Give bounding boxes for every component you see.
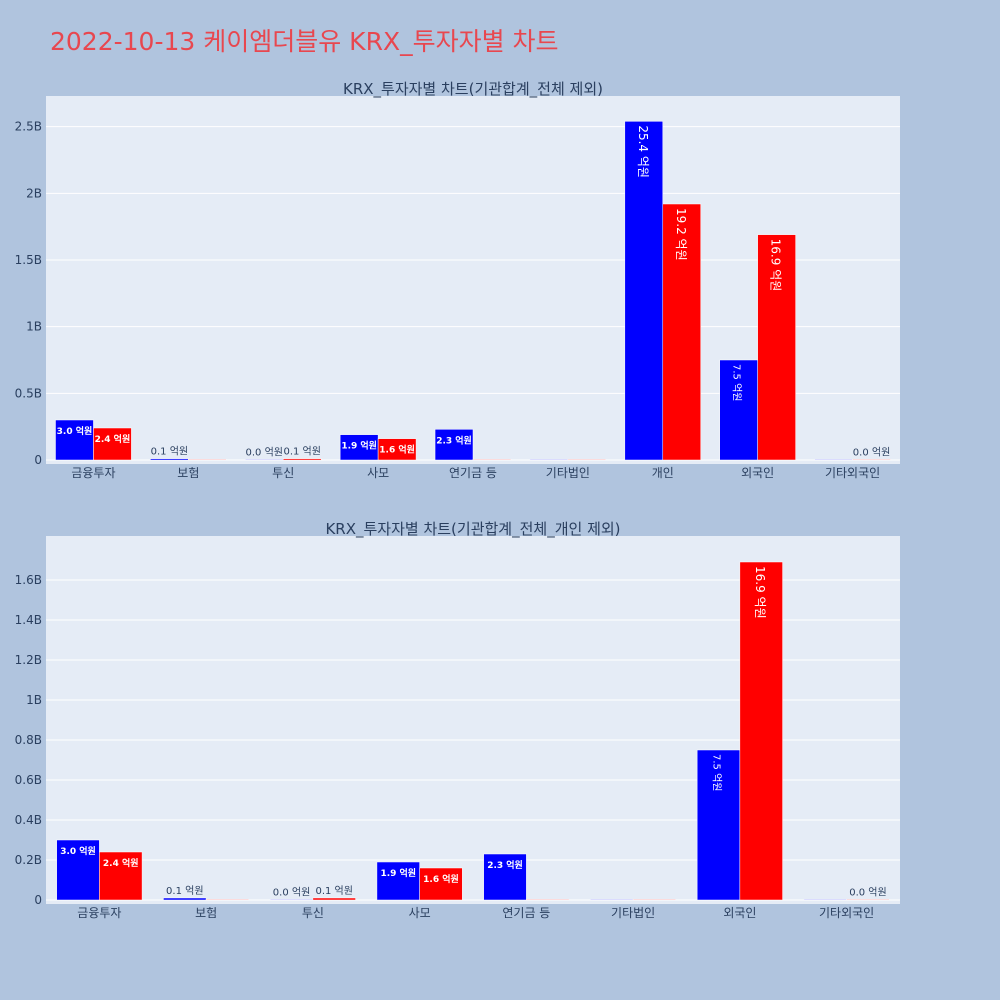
bar [282,458,322,461]
bar [377,438,417,461]
data-label: 2.4 억원 [103,857,139,869]
bar [339,434,379,461]
bar [150,458,189,461]
y-tick-label: 2B [26,186,42,200]
data-label: 0.0 억원 [246,446,283,458]
x-tick-label: 보험 [195,906,217,920]
y-tick-label: 0 [34,453,42,467]
bar [739,561,783,901]
bar [483,853,527,901]
bar [55,419,94,461]
data-label: 3.0 억원 [60,845,96,857]
data-label: 0.1 억원 [283,446,320,458]
data-label: 1.9 억원 [341,440,377,452]
x-tick-label: 외국인 [741,466,774,480]
data-label: 2.3 억원 [436,434,472,446]
x-tick-label: 연기금 등 [449,466,497,480]
bar [852,459,891,461]
bar [814,459,853,461]
data-label: 1.9 억원 [380,867,416,879]
data-label: 19.2 억원 [674,208,688,261]
y-tick-label: 0.2B [15,853,42,867]
bar [245,459,284,461]
data-label: 1.6 억원 [423,873,459,885]
bar [757,234,796,461]
bar [93,427,132,461]
data-label: 0.1 억원 [166,885,203,897]
bar [590,899,634,901]
data-label: 3.0 억원 [57,425,93,437]
bar [269,899,314,901]
bar [56,839,100,901]
bar [803,899,847,901]
bar [472,459,512,461]
x-tick-label: 보험 [177,466,199,480]
data-label: 0.1 억원 [151,446,188,458]
data-label: 2.3 억원 [487,859,523,871]
bar [567,459,607,461]
bar [99,851,143,901]
x-tick-label: 투신 [302,906,324,920]
bar [376,861,420,901]
bar [188,459,227,461]
data-label: 7.5 억원 [731,364,743,401]
bar [696,749,741,901]
y-tick-label: 1B [26,320,42,334]
x-tick-label: 금융투자 [77,906,121,920]
x-tick-label: 기타법인 [611,906,655,920]
bar [719,359,758,461]
bar [662,203,701,461]
bar [419,867,463,901]
x-tick-label: 기타외국인 [819,906,874,920]
x-tick-label: 사모 [367,466,389,480]
x-tick-label: 개인 [652,466,674,480]
bar [529,459,569,461]
page-title: 2022-10-13 케이엠더블유 KRX_투자자별 차트 [50,27,559,56]
data-label: 25.4 억원 [636,125,650,178]
data-label: 1.6 억원 [379,444,415,456]
y-tick-label: 1B [26,693,42,707]
bar [624,121,664,461]
x-tick-label: 사모 [409,906,431,920]
y-tick-label: 0.6B [15,773,42,787]
y-tick-label: 0.4B [15,813,42,827]
y-tick-label: 1.2B [15,653,42,667]
data-label: 16.9 억원 [769,239,783,292]
data-label: 16.9 억원 [753,566,767,619]
y-tick-label: 1.6B [15,573,42,587]
x-tick-label: 연기금 등 [502,906,550,920]
x-tick-label: 기타법인 [546,466,590,480]
data-label: 7.5 억원 [711,754,723,791]
chart-title: KRX_투자자별 차트(기관합계_전체 제외) [343,80,603,99]
chart-1: 0 0.5B 1B 1.5B 2B 2.5B KRX_투자자별 차트(기관합계_전체 제외)… [15,80,900,480]
y-tick-label: 2.5B [15,120,42,134]
bar [312,897,356,901]
x-tick-label: 외국인 [723,906,756,920]
bar [163,897,207,901]
x-tick-label: 기타외국인 [825,466,880,480]
data-label: 0.0 억원 [273,886,310,898]
data-label: 0.0 억원 [849,886,886,898]
y-tick-label: 1.4B [15,613,42,627]
bar [632,899,677,901]
data-label: 0.0 억원 [853,446,890,458]
bar [434,429,474,461]
x-tick-label: 투신 [272,466,294,480]
y-tick-label: 1.5B [15,253,42,267]
chart-title: KRX_투자자별 차트(기관합계_전체_개인 제외) [325,520,620,539]
bar [526,899,570,901]
y-tick-label: 0.5B [15,386,42,400]
bar [205,899,250,901]
chart-2: 0 0.2B 0.4B 0.6B 0.8B 1B 1.2B 1.4B 1.6B KRX_투자자별 … [15,520,900,920]
data-label: 0.1 억원 [315,885,352,897]
x-tick-label: 금융투자 [71,466,115,480]
data-label: 2.4 억원 [95,433,131,445]
y-tick-label: 0 [34,893,42,907]
y-tick-label: 0.8B [15,733,42,747]
bar [846,899,890,901]
